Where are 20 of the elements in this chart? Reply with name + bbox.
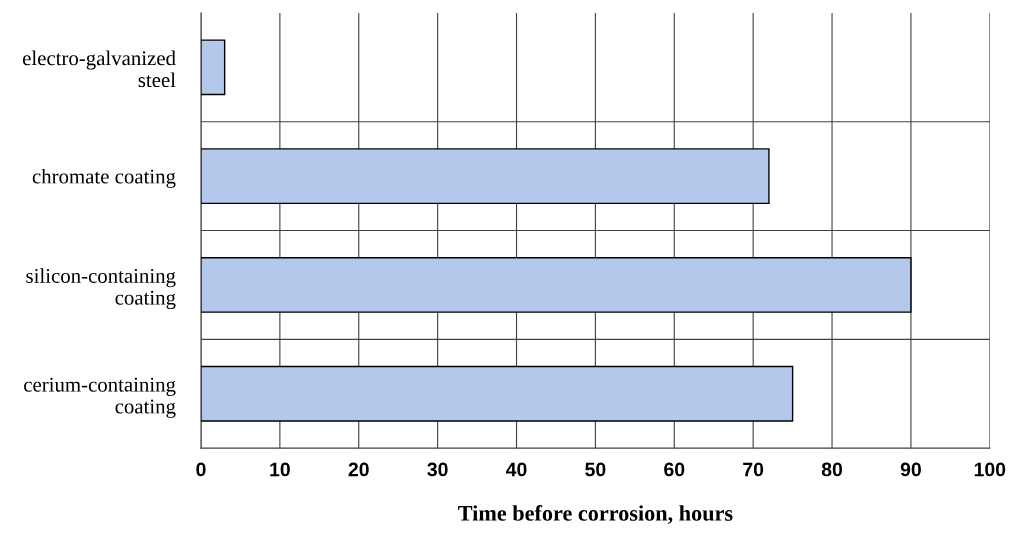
y-tick-label: silicon-containing coating [26,268,176,310]
bar [200,148,770,205]
x-tick-label: 0 [196,462,206,477]
x-tick-label: 70 [743,462,764,477]
x-tick-label: 90 [900,462,921,477]
x-tick-label: 100 [974,462,1006,477]
bar [200,365,794,422]
x-tick-label: 50 [585,462,606,477]
x-tick-label: 10 [270,462,290,477]
x-tick-label: 40 [506,462,527,477]
x-tick-label: 20 [348,462,369,477]
x-tick-label: 30 [427,462,448,477]
bar [200,39,226,96]
x-tick-label: 60 [664,462,685,477]
bar [200,257,912,313]
y-tick-label: electro-galvanized steel [22,50,176,88]
x-tick-label: 80 [821,462,843,477]
y-tick-label: chromate coating [32,168,176,188]
x-axis-title: Time before corrosion, hours [458,504,733,525]
y-tick-label: cerium-containing coating [24,377,176,418]
